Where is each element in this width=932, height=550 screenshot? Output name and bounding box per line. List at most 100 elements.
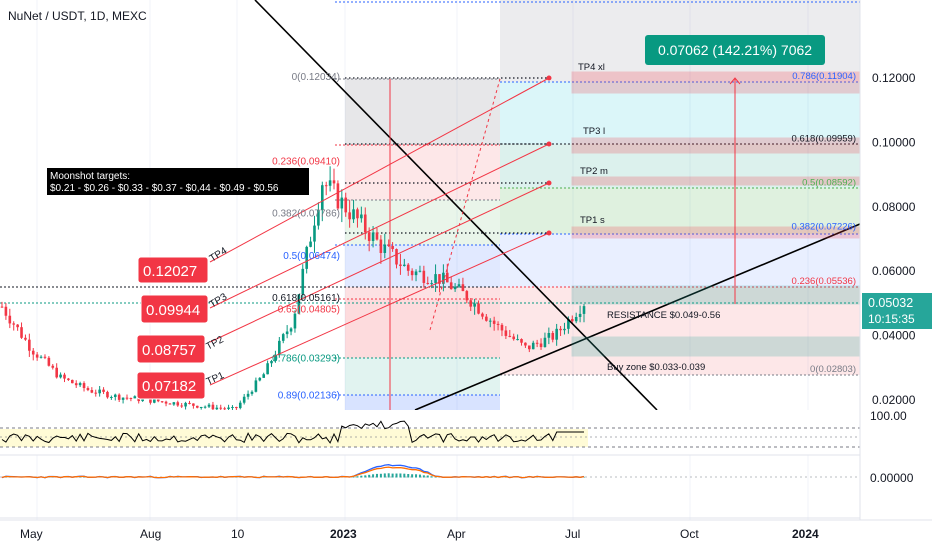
candle-body bbox=[106, 391, 109, 398]
candle-body bbox=[492, 320, 496, 324]
tp-channel-lines[interactable] bbox=[209, 77, 550, 410]
macd-hist-bar bbox=[399, 473, 402, 478]
candle-body bbox=[129, 397, 133, 399]
candle-body bbox=[254, 380, 258, 392]
candle-body bbox=[199, 406, 203, 408]
candle-body bbox=[481, 313, 484, 317]
fib-retracement-left[interactable] bbox=[345, 79, 500, 410]
candle-body bbox=[262, 374, 266, 378]
candle-body bbox=[281, 334, 285, 341]
candle-body bbox=[418, 270, 422, 272]
candle-body bbox=[90, 390, 94, 393]
candle-body bbox=[266, 363, 269, 375]
fib-right-label: 0.382(0.07226) bbox=[792, 222, 856, 233]
candle-body bbox=[500, 324, 504, 331]
candle-body bbox=[47, 357, 51, 366]
macd-hist-bar bbox=[364, 475, 367, 478]
candle-body bbox=[227, 407, 230, 409]
candle-body bbox=[293, 313, 297, 329]
fib-right-label: 0(0.02803) bbox=[810, 364, 856, 375]
fib-left-label: 0.236(0.09410) bbox=[272, 156, 340, 167]
candle-body bbox=[305, 246, 308, 269]
uptrend-line[interactable] bbox=[414, 223, 861, 411]
candle-body bbox=[559, 328, 562, 331]
candle-body bbox=[246, 393, 250, 397]
candle-body bbox=[496, 323, 500, 325]
candle-body bbox=[180, 405, 183, 407]
candle-body bbox=[164, 401, 168, 404]
downtrend-line[interactable] bbox=[254, 0, 658, 411]
candle-body bbox=[86, 388, 90, 391]
candle-body bbox=[153, 398, 156, 403]
candle-body bbox=[387, 244, 390, 246]
candle-body bbox=[453, 286, 457, 290]
fib-left-label: 0(0.12034) bbox=[292, 72, 340, 83]
fib-right-label: 0.5(0.08592) bbox=[802, 178, 856, 189]
candle-body bbox=[39, 356, 43, 358]
macd-hist-bar bbox=[356, 476, 359, 478]
candle-body bbox=[242, 396, 246, 403]
candle-body bbox=[238, 402, 242, 409]
macd-hist-bar bbox=[415, 474, 418, 478]
target-zones[interactable] bbox=[571, 71, 861, 357]
candle-body bbox=[168, 403, 172, 405]
macd-hist-bar bbox=[434, 476, 437, 478]
candle-body bbox=[203, 406, 207, 408]
candle-body bbox=[223, 408, 226, 410]
tp3-zone-label: TP3 l bbox=[583, 126, 605, 137]
macd-hist-bar bbox=[239, 476, 242, 478]
time-label-jul: Jul bbox=[565, 527, 580, 541]
macd-pane[interactable] bbox=[0, 464, 860, 479]
candlestick-series[interactable] bbox=[0, 166, 586, 412]
candle-body bbox=[125, 397, 129, 399]
candle-body bbox=[35, 354, 39, 358]
candle-body bbox=[465, 291, 469, 301]
fib-extension-right[interactable] bbox=[500, 0, 860, 375]
current-price: 0.05032 bbox=[868, 296, 913, 310]
candle-body bbox=[567, 319, 570, 329]
macd-hist-bar bbox=[372, 474, 375, 478]
candle-body bbox=[336, 183, 340, 209]
candle-body bbox=[485, 316, 488, 321]
moonshot-targets-note[interactable]: Moonshot targets: $0.21 - $0.26 - $0.33 … bbox=[47, 168, 309, 195]
candle-body bbox=[582, 306, 586, 314]
moonshot-values: $0.21 - $0.26 - $0.33 - $0.37 - $0,44 - … bbox=[50, 183, 279, 194]
candle-body bbox=[426, 282, 430, 284]
candle-body bbox=[12, 323, 16, 325]
candle-body bbox=[59, 374, 62, 378]
candle-body bbox=[71, 379, 74, 384]
macd-axis-label: 0.00000 bbox=[870, 471, 914, 485]
macd-hist-bar bbox=[368, 474, 371, 478]
candle-body bbox=[270, 360, 273, 364]
candle-body bbox=[395, 249, 398, 265]
candle-body bbox=[434, 274, 437, 284]
candle-body bbox=[477, 303, 480, 314]
candle-body bbox=[578, 313, 582, 317]
candle-body bbox=[43, 356, 47, 358]
candle-body bbox=[570, 319, 574, 322]
candle-body bbox=[192, 403, 195, 406]
candle-body bbox=[211, 404, 215, 410]
rsi-pane[interactable] bbox=[0, 410, 860, 455]
candle-body bbox=[328, 180, 332, 186]
tp4-box-value: 0.12027 bbox=[143, 263, 197, 280]
candle-body bbox=[379, 239, 383, 254]
measure-label[interactable]: 0.07062 (142.21%) 7062 bbox=[645, 35, 825, 65]
candle-body bbox=[28, 339, 31, 351]
candle-body bbox=[383, 244, 387, 254]
time-label-aug: Aug bbox=[140, 527, 161, 541]
candle-body bbox=[539, 343, 543, 348]
candle-body bbox=[344, 197, 348, 213]
candle-body bbox=[406, 264, 410, 271]
candle-body bbox=[348, 212, 351, 220]
candle-body bbox=[414, 271, 418, 276]
time-label-may: May bbox=[20, 527, 43, 541]
candle-body bbox=[94, 392, 98, 394]
candle-body bbox=[461, 284, 465, 292]
candle-body bbox=[508, 335, 512, 337]
tp2-zone-label: TP2 m bbox=[580, 166, 608, 177]
tp-boxes[interactable]: 0.12027 0.09944 0.08757 0.07182 bbox=[136, 256, 209, 400]
candle-body bbox=[352, 209, 355, 220]
tp4-zone-label: TP4 xl bbox=[578, 62, 605, 73]
